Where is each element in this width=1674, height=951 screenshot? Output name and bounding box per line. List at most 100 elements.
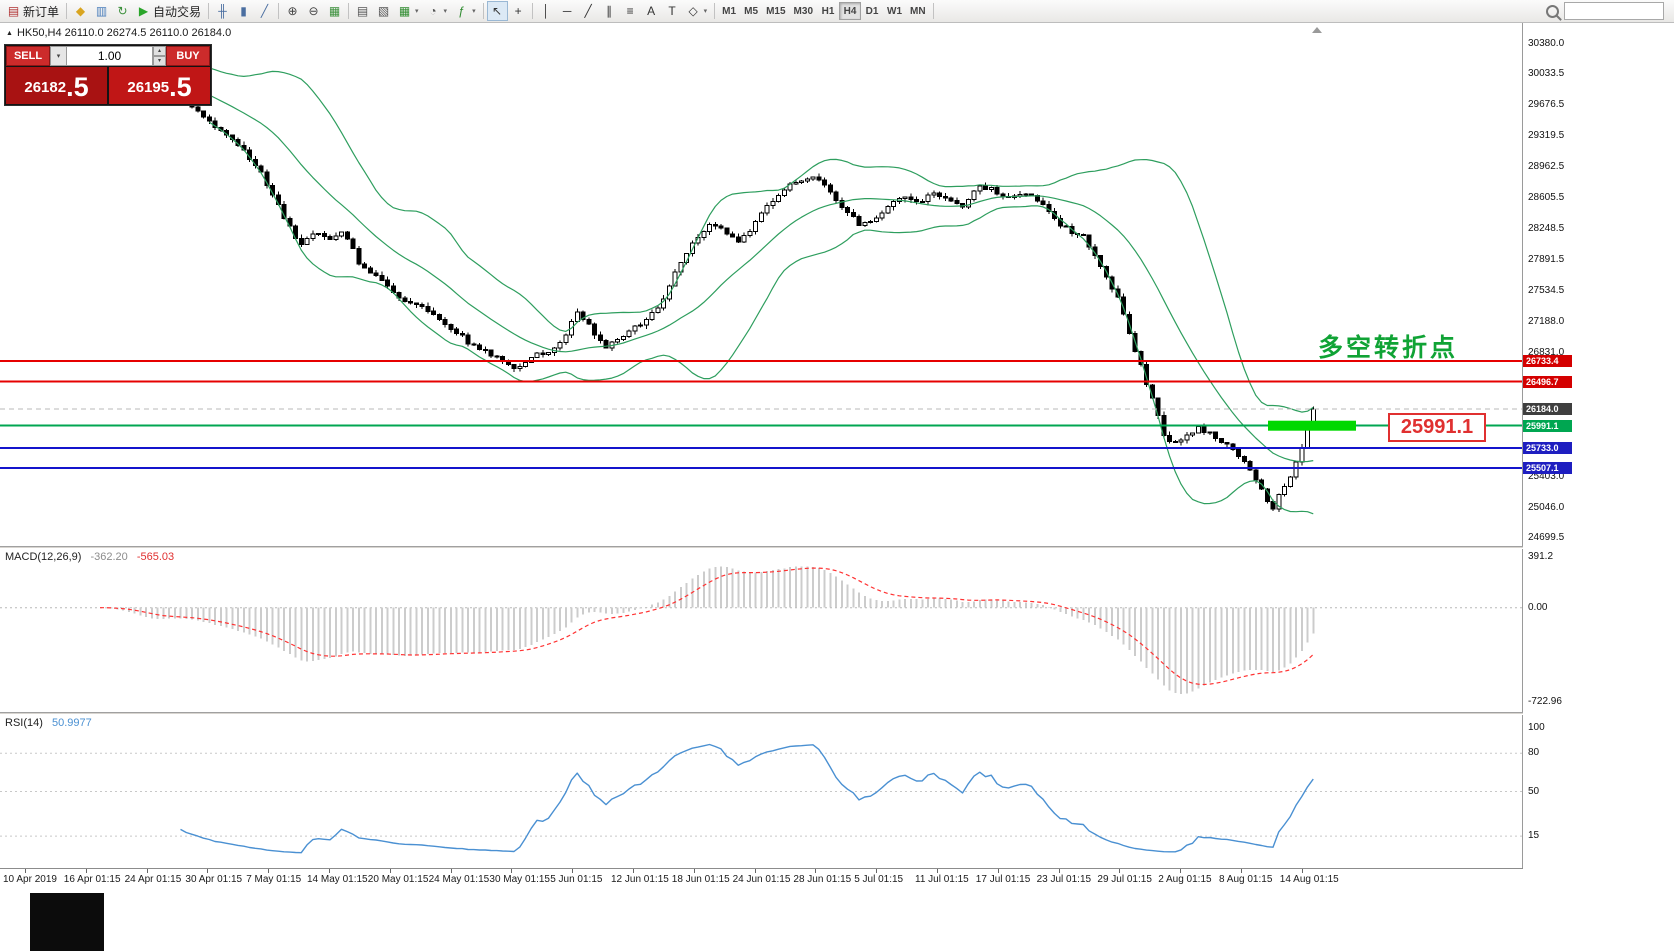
refresh-icon: ↻	[117, 4, 128, 18]
indicators-button[interactable]: ƒ ▾	[451, 1, 480, 21]
price-axis-label: 28962.5	[1528, 161, 1565, 173]
sell-price-display[interactable]: 26182.5	[6, 67, 107, 104]
fibonacci-button[interactable]: ≡	[620, 1, 641, 21]
candlestick-button[interactable]: ▮	[233, 1, 254, 21]
chart-marker-icon: ▲	[6, 29, 13, 37]
time-axis-label: 11 Jul 01:15	[915, 874, 969, 885]
toolbar-separator	[932, 3, 934, 19]
rsi-axis-label: 100	[1528, 721, 1545, 733]
price-tag: 26733.4	[1523, 355, 1572, 368]
timeframe-d1-button[interactable]: D1	[861, 2, 883, 20]
arrows-icon: ◇	[688, 4, 698, 18]
buy-price-main: 26195	[127, 78, 170, 96]
volume-input[interactable]	[67, 46, 153, 66]
time-axis-tick	[693, 869, 695, 873]
volume-increase-button[interactable]: ▴	[153, 46, 166, 56]
tile-windows-button[interactable]: ▤	[352, 1, 373, 21]
candlestick-icon: ▮	[240, 4, 247, 18]
new-chart-button[interactable]: ▦ ▾	[394, 1, 423, 21]
volume-dropdown-button[interactable]: ▾	[50, 46, 67, 66]
channel-button[interactable]: ∥	[599, 1, 620, 21]
price-axis-label: 27188.0	[1528, 315, 1565, 327]
timeframe-h4-button[interactable]: H4	[839, 2, 861, 20]
fibonacci-icon: ≡	[626, 4, 634, 18]
timeframe-m5-button[interactable]: M5	[740, 2, 762, 20]
buy-button[interactable]: BUY	[166, 46, 210, 66]
sell-price-pips: .5	[66, 71, 89, 102]
time-axis-label: 29 Jul 01:15	[1097, 874, 1152, 885]
panel-separator[interactable]	[0, 546, 1674, 549]
autotrading-button-label: 自动交易	[153, 4, 202, 19]
time-axis[interactable]: 10 Apr 2019 16 Apr 01:15 24 Apr 01:15 30 Ap…	[0, 868, 1674, 893]
time-axis-tick	[1119, 869, 1121, 873]
timeframe-h1-button[interactable]: H1	[817, 2, 839, 20]
macd-value-main: -362.20	[90, 551, 128, 563]
volume-stepper: ▴ ▾	[153, 46, 166, 66]
profiles-button[interactable]: ◔ ▾	[423, 1, 452, 21]
label-button[interactable]: T	[662, 1, 683, 21]
time-axis-label: 30 May 01:15	[489, 874, 550, 885]
rsi-axis-label: 80	[1528, 747, 1540, 759]
toolbar-separator	[348, 3, 350, 19]
rsi-value: 50.9977	[51, 717, 92, 729]
zoom-out-button[interactable]: ⊖	[303, 1, 324, 21]
timeframe-m1-button[interactable]: M1	[718, 2, 740, 20]
timeframe-m30-button[interactable]: M30	[790, 2, 817, 20]
chevron-down-icon: ▾	[415, 8, 419, 15]
rsi-chart[interactable]	[0, 715, 1522, 868]
data-window-button[interactable]: ▥	[91, 1, 112, 21]
zoom-in-button[interactable]: ⊕	[282, 1, 303, 21]
symbol-search-input[interactable]	[1564, 2, 1664, 20]
crosshair-button[interactable]: +	[508, 1, 529, 21]
chart-shift-marker[interactable]	[1312, 27, 1322, 33]
time-axis-tick	[450, 869, 452, 873]
new-order-icon: ▤	[7, 4, 20, 18]
text-icon: A	[647, 4, 656, 18]
macd-axis-label: 0.00	[1528, 601, 1548, 613]
timeframe-w1-button[interactable]: W1	[883, 2, 906, 20]
panel-separator[interactable]	[0, 712, 1674, 715]
time-axis-tick	[937, 869, 938, 873]
horizontal-line-button[interactable]: ─	[557, 1, 578, 21]
timeframe-m15-button[interactable]: M15	[762, 2, 789, 20]
refresh-button[interactable]: ↻	[112, 1, 133, 21]
chevron-down-icon: ▾	[56, 53, 61, 60]
arrows-button[interactable]: ◇ ▾	[683, 1, 712, 21]
sell-button[interactable]: SELL	[6, 46, 50, 66]
macd-chart[interactable]	[0, 549, 1522, 712]
price-callout-label: 25991.1	[1388, 413, 1486, 442]
timeframe-mn-button[interactable]: MN	[906, 2, 930, 20]
line-chart-button[interactable]: ╱	[254, 1, 275, 21]
buy-price-display[interactable]: 26195.5	[109, 67, 210, 104]
trendline-button[interactable]: ╱	[578, 1, 599, 21]
indicators-icon: ƒ	[458, 4, 465, 18]
text-button[interactable]: A	[641, 1, 662, 21]
toolbar-separator	[66, 3, 68, 19]
price-axis[interactable]: 30380.0 30033.5 29676.5 29319.5 28962.5 28605…	[1523, 22, 1674, 951]
new-chart-icon: ▦	[398, 4, 411, 18]
vertical-line-button[interactable]: │	[536, 1, 557, 21]
time-axis-label: 5 Jul 01:15	[854, 874, 904, 885]
price-axis-label: 30380.0	[1528, 38, 1565, 49]
templates-button[interactable]: ◆	[70, 1, 91, 21]
new-order-button[interactable]: ▤ 新订单	[3, 1, 63, 21]
bar-chart-button[interactable]: ╫	[212, 1, 233, 21]
sell-price-main: 26182	[24, 78, 67, 96]
price-axis-label: 25046.0	[1528, 501, 1565, 513]
one-click-trading-panel: SELL ▾ ▴ ▾ BUY 26182.5 26195.5	[4, 44, 212, 106]
price-chart[interactable]	[0, 24, 1522, 546]
templates-icon: ◆	[75, 4, 86, 18]
cursor-button[interactable]: ↖	[486, 1, 508, 21]
price-axis-label: 27891.5	[1528, 254, 1565, 266]
autotrading-button[interactable]: ▶ 自动交易	[133, 1, 205, 21]
time-axis-tick	[876, 869, 878, 873]
price-axis-label: 29676.5	[1528, 99, 1565, 111]
cascade-windows-button[interactable]: ▧	[373, 1, 394, 21]
time-axis-label: 12 Jun 01:15	[611, 874, 669, 885]
time-axis-label: 8 Aug 01:15	[1219, 874, 1273, 885]
grid-button[interactable]: ▦	[324, 1, 345, 21]
line-chart-icon: ╱	[260, 4, 269, 18]
time-axis-label: 24 May 01:15	[428, 874, 490, 885]
volume-decrease-button[interactable]: ▾	[153, 56, 166, 66]
